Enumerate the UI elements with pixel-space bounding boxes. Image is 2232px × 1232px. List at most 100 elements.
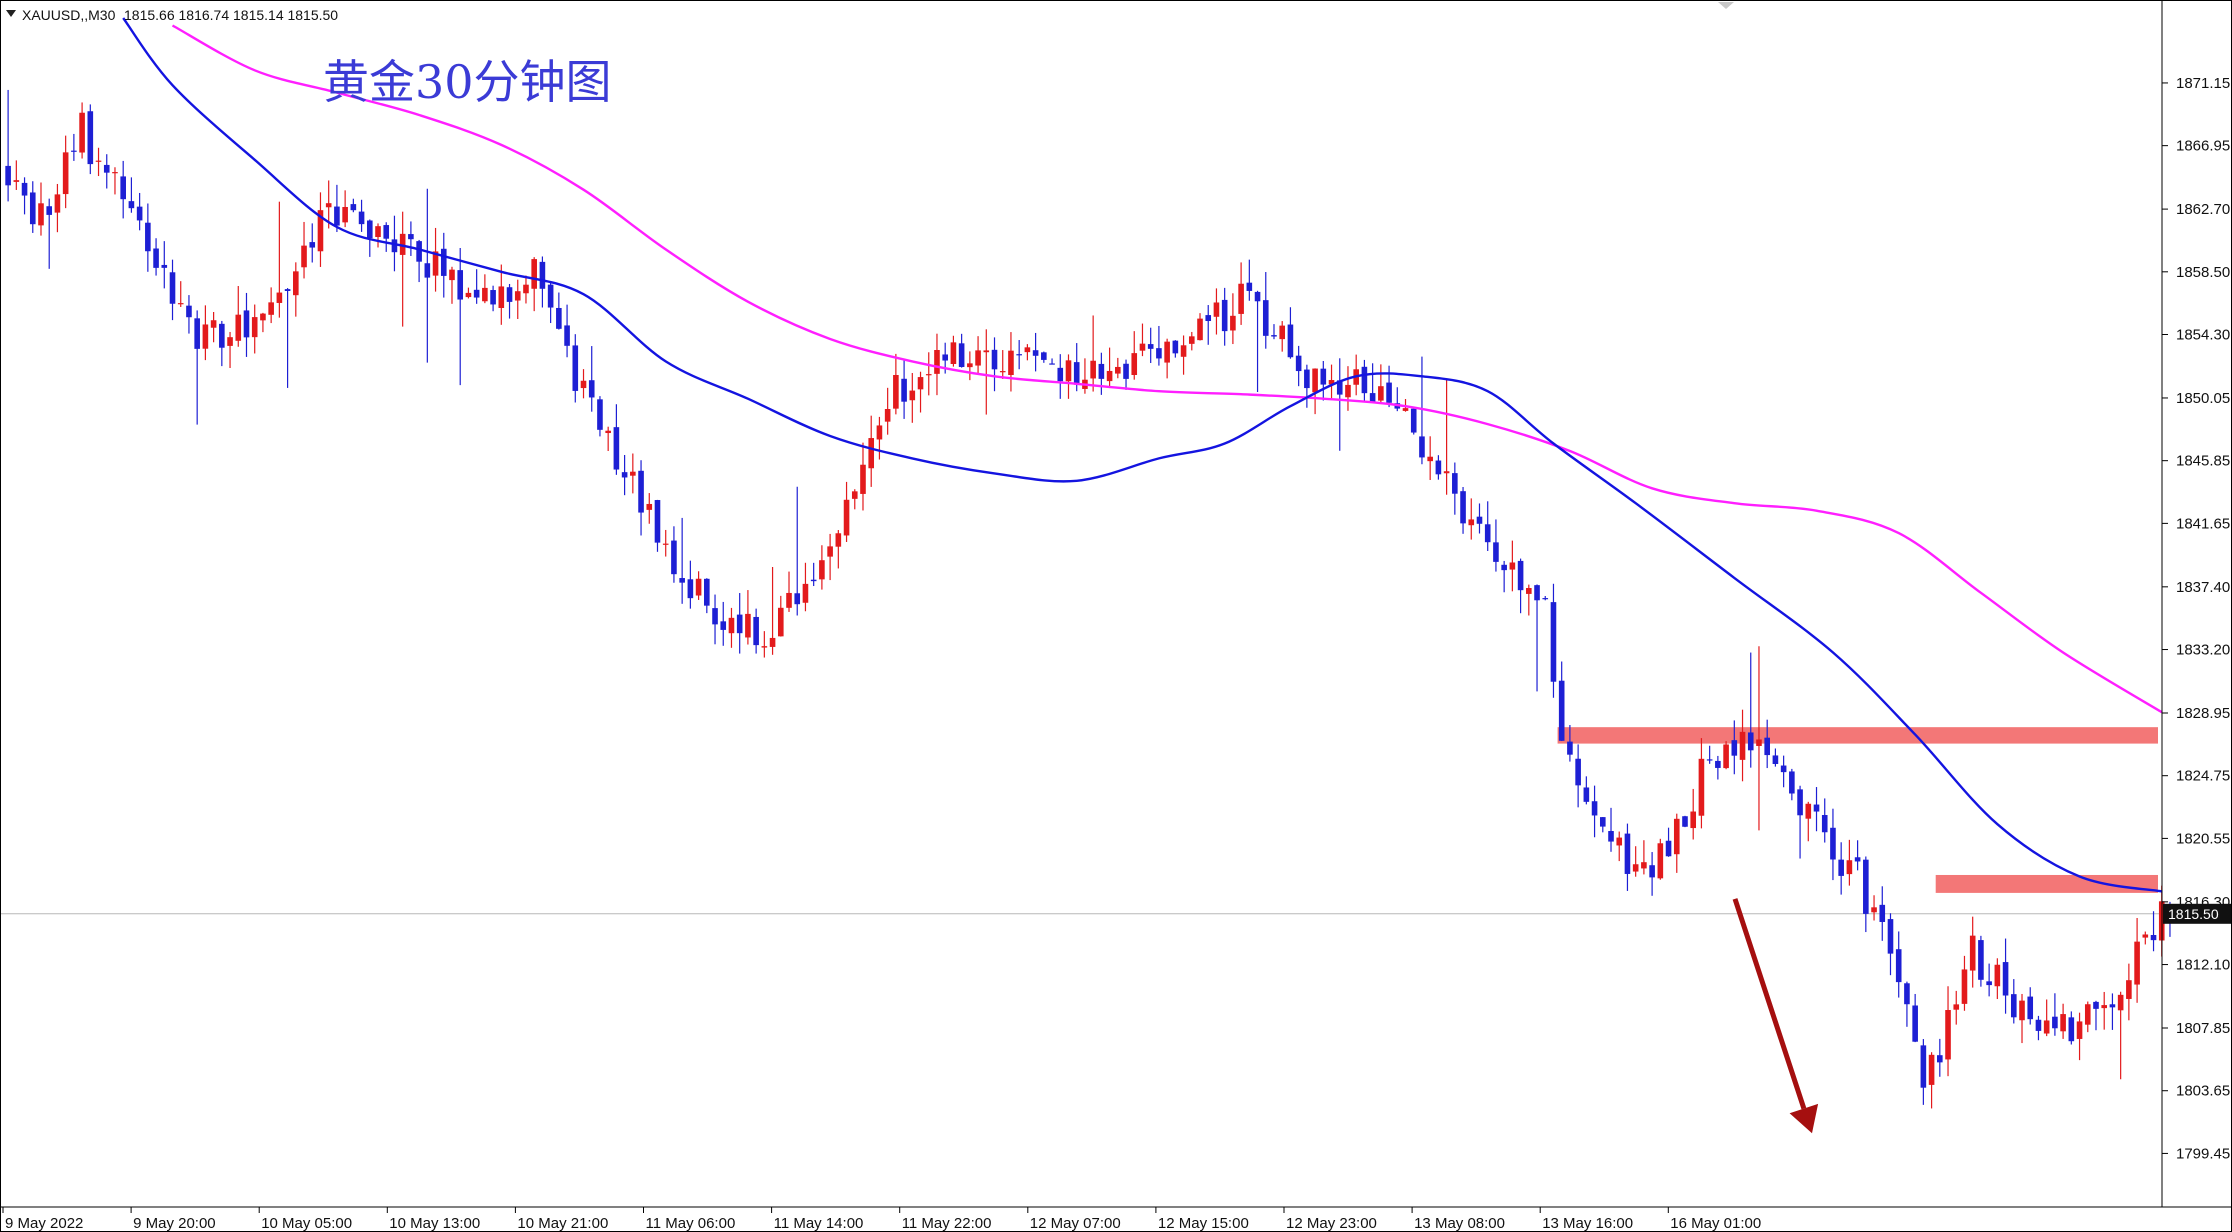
symbol-menu-icon[interactable] xyxy=(6,10,16,17)
y-tick-label: 1862.70 xyxy=(2176,201,2230,218)
candle-body xyxy=(884,409,891,422)
candle-body xyxy=(2043,1020,2050,1034)
candle-body xyxy=(21,182,28,196)
y-tick-label: 1858.50 xyxy=(2176,264,2230,281)
candle-body xyxy=(169,272,176,304)
candle-body xyxy=(934,350,940,374)
candle-body xyxy=(786,592,792,608)
candle-body xyxy=(1780,765,1787,773)
y-tick-label: 1850.05 xyxy=(2176,390,2230,407)
moving-averages xyxy=(122,17,2163,893)
candle-body xyxy=(325,203,332,208)
x-tick-label: 9 May 2022 xyxy=(5,1215,83,1232)
candle-body xyxy=(391,239,398,253)
candle-body xyxy=(802,583,809,603)
candle-body xyxy=(662,543,669,545)
candle-body xyxy=(128,201,135,209)
x-tick-label: 13 May 16:00 xyxy=(1542,1215,1633,1232)
candle-body xyxy=(260,313,266,321)
candle-body xyxy=(597,399,603,430)
candle-body xyxy=(1238,283,1244,314)
candle-body xyxy=(1575,758,1581,786)
candle-body xyxy=(1369,393,1376,402)
candle-body xyxy=(186,305,192,318)
candle-body xyxy=(1410,408,1417,433)
y-tick-label: 1807.85 xyxy=(2176,1020,2230,1037)
candle-body xyxy=(1599,817,1606,827)
current-price-tag: 1815.50 xyxy=(2163,903,2231,924)
candle-body xyxy=(1616,837,1623,846)
candle-body xyxy=(358,211,365,225)
candle-body xyxy=(827,546,833,557)
candle-body xyxy=(1065,360,1072,382)
candle-body xyxy=(564,325,570,346)
candle-body xyxy=(1476,516,1483,524)
candle-body xyxy=(1435,460,1442,475)
candle-body xyxy=(112,172,118,174)
candle-body xyxy=(1673,818,1680,855)
candle-body xyxy=(1928,1054,1935,1085)
candle-body xyxy=(514,291,521,301)
candle-body xyxy=(1008,350,1014,376)
candle-body xyxy=(630,471,636,476)
x-tick-label: 9 May 20:00 xyxy=(133,1215,216,1232)
candle-body xyxy=(2060,1014,2066,1032)
candle-body xyxy=(1221,299,1228,332)
candle-body xyxy=(777,607,784,637)
candle-body xyxy=(1879,904,1886,922)
down-arrow-shaft xyxy=(1732,898,1807,1110)
candle-body xyxy=(62,152,69,195)
candle-body xyxy=(268,302,274,315)
candle-body xyxy=(1772,755,1779,765)
candle-body xyxy=(375,226,381,238)
candle-body xyxy=(177,303,184,305)
candle-body xyxy=(1501,564,1507,571)
candle-body xyxy=(2052,1016,2058,1029)
candle-body xyxy=(2101,1005,2108,1009)
candle-body xyxy=(1920,1045,1927,1088)
candle-body xyxy=(1863,859,1869,914)
candle-body xyxy=(1838,859,1844,876)
candle-body xyxy=(1846,860,1853,875)
candle-body xyxy=(999,371,1006,373)
candle-body xyxy=(1690,811,1697,829)
x-tick-label: 12 May 07:00 xyxy=(1030,1215,1121,1232)
candle-body xyxy=(5,165,11,186)
candle-body xyxy=(1953,1004,1960,1010)
candle-body xyxy=(2019,1000,2025,1021)
candle-body xyxy=(1345,384,1351,398)
candle-body xyxy=(54,194,61,213)
candle-body xyxy=(991,349,998,370)
candle-body xyxy=(71,150,77,152)
candle-body xyxy=(1361,366,1368,394)
candle-body xyxy=(2035,1019,2042,1031)
candle-body xyxy=(761,646,768,648)
candle-body xyxy=(120,176,126,200)
candle-body xyxy=(1147,344,1154,349)
candle-body xyxy=(638,470,644,513)
candle-body xyxy=(1024,347,1031,353)
x-tick-label: 13 May 08:00 xyxy=(1414,1215,1505,1232)
candle-body xyxy=(695,578,702,596)
candle-body xyxy=(1805,803,1812,819)
candle-body xyxy=(769,637,776,647)
collapse-arrow-icon[interactable] xyxy=(1718,2,1734,9)
down-arrow-icon xyxy=(1789,1103,1819,1134)
candle-body xyxy=(1106,370,1113,382)
candle-body xyxy=(449,269,455,281)
candle-body xyxy=(2126,980,2132,999)
candle-body xyxy=(103,164,110,173)
candle-body xyxy=(810,579,817,582)
candle-body xyxy=(293,271,299,296)
candle-body xyxy=(1213,302,1220,317)
y-tick-label: 1824.75 xyxy=(2176,768,2230,785)
candle-body xyxy=(950,342,957,365)
candle-body xyxy=(1336,380,1343,395)
candle-body xyxy=(794,593,801,605)
candle-body xyxy=(1443,471,1450,474)
candle-body xyxy=(1098,363,1105,379)
x-tick-label: 11 May 06:00 xyxy=(646,1215,736,1232)
candle-body xyxy=(572,345,579,391)
ohlc-readout: 1815.66 1816.74 1815.14 1815.50 xyxy=(124,7,338,23)
